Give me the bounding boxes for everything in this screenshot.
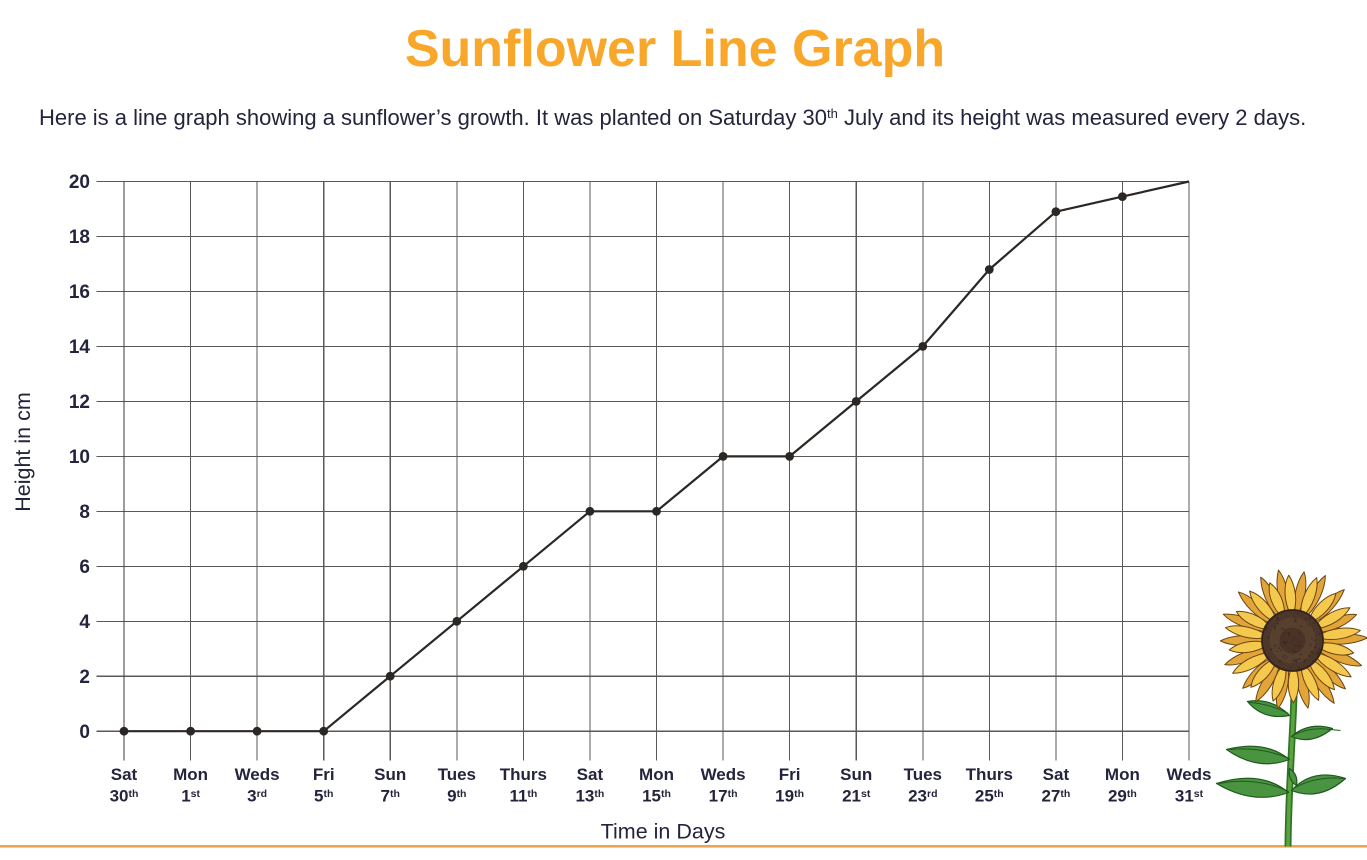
svg-text:Here is a line graph showing a: Here is a line graph showing a sunflower… (39, 105, 1306, 130)
svg-text:16: 16 (69, 282, 90, 303)
svg-text:8: 8 (79, 502, 90, 523)
svg-text:Weds: Weds (235, 765, 280, 784)
svg-text:Mon: Mon (639, 765, 674, 784)
svg-text:Mon: Mon (1105, 765, 1140, 784)
svg-text:Thurs: Thurs (500, 765, 547, 784)
svg-text:0: 0 (79, 722, 90, 743)
svg-text:4: 4 (79, 612, 90, 633)
svg-text:20: 20 (69, 172, 90, 193)
svg-text:Weds: Weds (1166, 765, 1211, 784)
svg-text:Mon: Mon (173, 765, 208, 784)
svg-text:10: 10 (69, 447, 90, 468)
svg-text:Fri: Fri (313, 765, 335, 784)
svg-text:Height in cm: Height in cm (11, 392, 35, 512)
svg-text:Sunflower Line Graph: Sunflower Line Graph (405, 20, 945, 78)
svg-text:14: 14 (69, 337, 91, 358)
svg-text:6: 6 (79, 557, 90, 578)
svg-text:Fri: Fri (779, 765, 801, 784)
svg-text:Weds: Weds (701, 765, 746, 784)
svg-text:Sat: Sat (111, 765, 138, 784)
svg-text:Thurs: Thurs (966, 765, 1013, 784)
svg-text:Tues: Tues (904, 765, 942, 784)
svg-text:12: 12 (69, 392, 90, 413)
svg-text:Sat: Sat (1043, 765, 1070, 784)
svg-text:Sat: Sat (577, 765, 604, 784)
svg-text:2: 2 (79, 667, 90, 688)
svg-text:18: 18 (69, 227, 90, 248)
svg-text:Sun: Sun (374, 765, 406, 784)
svg-text:Sun: Sun (840, 765, 872, 784)
svg-text:Tues: Tues (438, 765, 476, 784)
svg-text:Time in Days: Time in Days (601, 820, 726, 844)
